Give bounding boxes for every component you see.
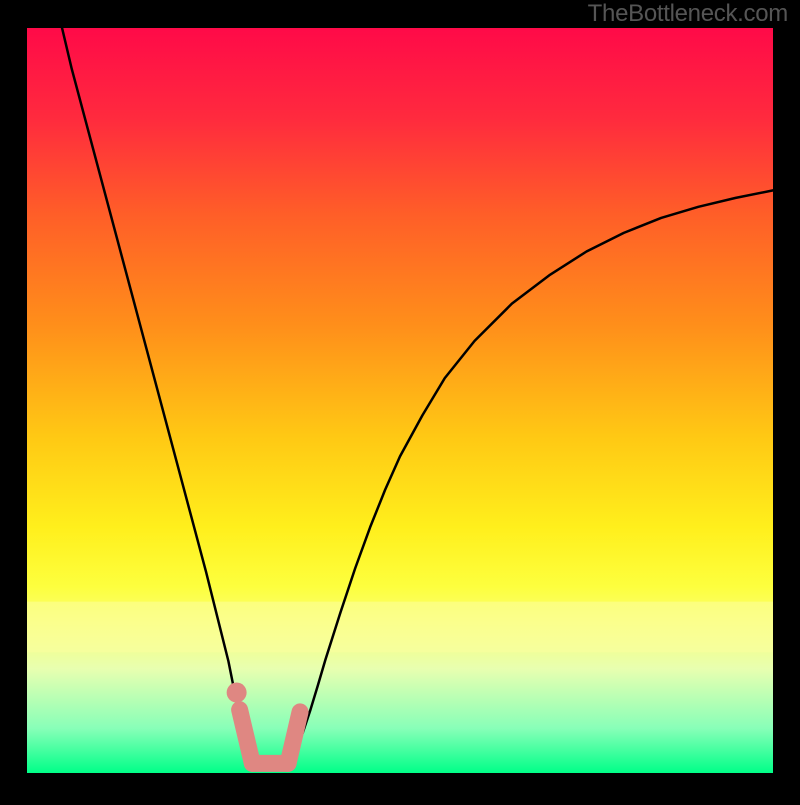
chart-container — [0, 0, 800, 805]
watermark-text: TheBottleneck.com — [588, 0, 788, 28]
plot-background — [27, 28, 773, 773]
highlight-band — [27, 602, 773, 653]
bottleneck-chart — [0, 0, 800, 800]
